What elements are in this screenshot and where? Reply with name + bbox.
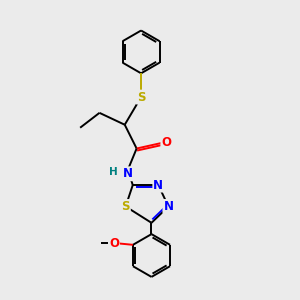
Text: N: N [164,200,173,213]
Text: S: S [137,91,145,103]
Text: N: N [123,167,133,180]
Text: N: N [153,178,163,192]
Text: O: O [109,237,119,250]
Text: S: S [122,200,130,213]
Text: O: O [161,136,171,149]
Text: H: H [110,167,118,177]
